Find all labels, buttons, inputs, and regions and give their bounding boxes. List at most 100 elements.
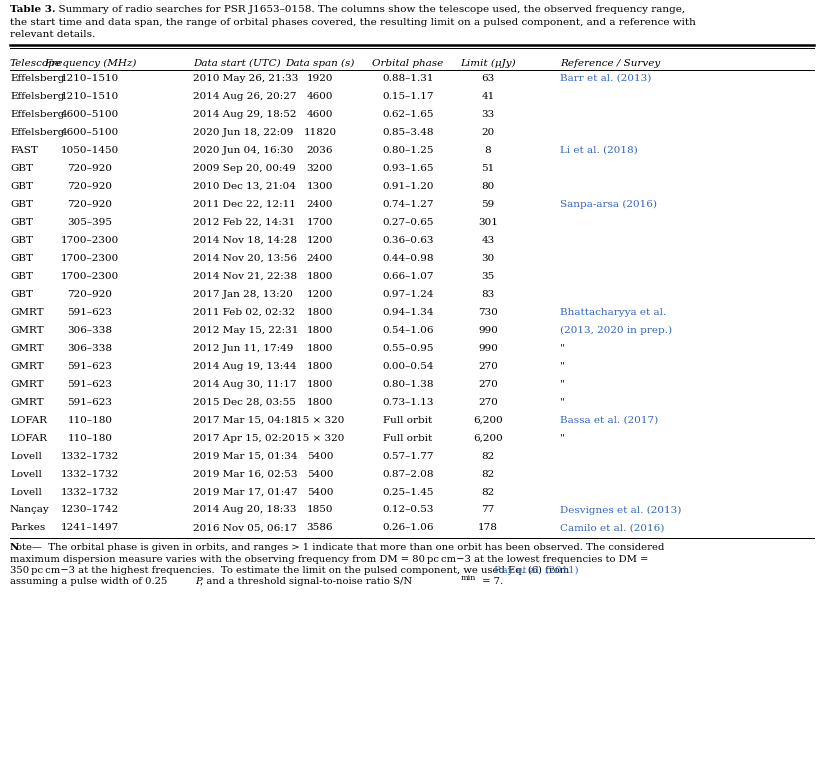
Text: 1700–2300: 1700–2300: [61, 272, 119, 281]
Text: Effelsberg: Effelsberg: [10, 128, 64, 136]
Text: 1800: 1800: [307, 325, 333, 335]
Text: 6,200: 6,200: [473, 415, 503, 425]
Text: 591–623: 591–623: [68, 380, 113, 388]
Text: 1241–1497: 1241–1497: [61, 524, 119, 532]
Text: Nançay: Nançay: [10, 506, 49, 514]
Text: Li et al. (2018): Li et al. (2018): [560, 145, 638, 155]
Text: 730: 730: [478, 307, 498, 317]
Text: 2017 Jan 28, 13:20: 2017 Jan 28, 13:20: [193, 289, 293, 299]
Text: 2010 May 26, 21:33: 2010 May 26, 21:33: [193, 73, 298, 82]
Text: 0.87–2.08: 0.87–2.08: [382, 469, 433, 478]
Text: 2014 Aug 20, 18:33: 2014 Aug 20, 18:33: [193, 506, 297, 514]
Text: 2009 Sep 20, 00:49: 2009 Sep 20, 00:49: [193, 163, 296, 173]
Text: 1800: 1800: [307, 272, 333, 281]
Text: 0.66–1.07: 0.66–1.07: [382, 272, 433, 281]
Text: GMRT: GMRT: [10, 380, 44, 388]
Text: 35: 35: [481, 272, 494, 281]
Text: Desvignes et al. (2013): Desvignes et al. (2013): [560, 506, 681, 514]
Text: 1800: 1800: [307, 344, 333, 352]
Text: 80: 80: [481, 181, 494, 191]
Text: ": ": [560, 380, 564, 388]
Text: GMRT: GMRT: [10, 398, 44, 406]
Text: 720–920: 720–920: [68, 199, 113, 209]
Text: relevant details.: relevant details.: [10, 30, 96, 39]
Text: 1800: 1800: [307, 398, 333, 406]
Text: LOFAR: LOFAR: [10, 433, 47, 443]
Text: GBT: GBT: [10, 163, 33, 173]
Text: 0.80–1.38: 0.80–1.38: [382, 380, 433, 388]
Text: Effelsberg: Effelsberg: [10, 92, 64, 100]
Text: ote—  The orbital phase is given in orbits, and ranges > 1 indicate that more th: ote— The orbital phase is given in orbit…: [16, 544, 664, 552]
Text: 0.94–1.34: 0.94–1.34: [382, 307, 433, 317]
Text: 1332–1732: 1332–1732: [61, 469, 119, 478]
Text: 1800: 1800: [307, 362, 333, 370]
Text: 82: 82: [481, 451, 494, 461]
Text: 5400: 5400: [307, 451, 333, 461]
Text: 591–623: 591–623: [68, 362, 113, 370]
Text: 2019 Mar 16, 02:53: 2019 Mar 16, 02:53: [193, 469, 297, 478]
Text: N: N: [10, 544, 19, 552]
Text: GMRT: GMRT: [10, 307, 44, 317]
Text: 178: 178: [478, 524, 498, 532]
Text: 4600: 4600: [307, 92, 333, 100]
Text: Table 3.: Table 3.: [10, 5, 56, 14]
Text: Orbital phase: Orbital phase: [372, 58, 443, 68]
Text: 82: 82: [481, 488, 494, 496]
Text: Full orbit: Full orbit: [383, 415, 433, 425]
Text: , and a threshold signal-to-noise ratio S/N: , and a threshold signal-to-noise ratio …: [200, 576, 412, 586]
Text: 0.62–1.65: 0.62–1.65: [382, 110, 433, 118]
Text: 270: 270: [478, 362, 498, 370]
Text: Effelsberg: Effelsberg: [10, 110, 64, 118]
Text: GBT: GBT: [10, 254, 33, 262]
Text: 2014 Nov 20, 13:56: 2014 Nov 20, 13:56: [193, 254, 297, 262]
Text: 0.25–1.45: 0.25–1.45: [382, 488, 433, 496]
Text: 2020 Jun 18, 22:09: 2020 Jun 18, 22:09: [193, 128, 293, 136]
Text: LOFAR: LOFAR: [10, 415, 47, 425]
Text: 2017 Apr 15, 02:20: 2017 Apr 15, 02:20: [193, 433, 295, 443]
Text: Sanpa-arsa (2016): Sanpa-arsa (2016): [560, 199, 657, 209]
Text: ": ": [560, 344, 564, 352]
Text: 2012 May 15, 22:31: 2012 May 15, 22:31: [193, 325, 298, 335]
Text: 0.91–1.20: 0.91–1.20: [382, 181, 433, 191]
Text: maximum dispersion measure varies with the observing frequency from DM = 80 pc c: maximum dispersion measure varies with t…: [10, 555, 648, 563]
Text: GBT: GBT: [10, 272, 33, 281]
Text: 4600–5100: 4600–5100: [61, 128, 119, 136]
Text: 110–180: 110–180: [68, 415, 113, 425]
Text: 0.97–1.24: 0.97–1.24: [382, 289, 433, 299]
Text: 43: 43: [481, 236, 494, 244]
Text: Camilo et al. (2016): Camilo et al. (2016): [560, 524, 664, 532]
Text: P: P: [195, 576, 202, 586]
Text: 0.27–0.65: 0.27–0.65: [382, 218, 433, 226]
Text: 591–623: 591–623: [68, 307, 113, 317]
Text: FAST: FAST: [10, 145, 38, 155]
Text: 2011 Feb 02, 02:32: 2011 Feb 02, 02:32: [193, 307, 295, 317]
Text: 33: 33: [481, 110, 494, 118]
Text: 0.93–1.65: 0.93–1.65: [382, 163, 433, 173]
Text: 4600: 4600: [307, 110, 333, 118]
Text: 990: 990: [478, 344, 498, 352]
Text: GBT: GBT: [10, 289, 33, 299]
Text: 2014 Nov 21, 22:38: 2014 Nov 21, 22:38: [193, 272, 297, 281]
Text: 11820: 11820: [303, 128, 336, 136]
Text: 15 × 320: 15 × 320: [296, 433, 344, 443]
Text: GBT: GBT: [10, 199, 33, 209]
Text: 1210–1510: 1210–1510: [61, 73, 119, 82]
Text: 51: 51: [481, 163, 494, 173]
Text: Barr et al. (2013): Barr et al. (2013): [560, 73, 652, 82]
Text: 15 × 320: 15 × 320: [296, 415, 344, 425]
Text: Bhattacharyya et al.: Bhattacharyya et al.: [560, 307, 667, 317]
Text: 5400: 5400: [307, 469, 333, 478]
Text: 720–920: 720–920: [68, 289, 113, 299]
Text: 1332–1732: 1332–1732: [61, 451, 119, 461]
Text: 30: 30: [481, 254, 494, 262]
Text: 0.80–1.25: 0.80–1.25: [382, 145, 433, 155]
Text: 0.15–1.17: 0.15–1.17: [382, 92, 433, 100]
Text: 2011 Dec 22, 12:11: 2011 Dec 22, 12:11: [193, 199, 296, 209]
Text: 5400: 5400: [307, 488, 333, 496]
Text: 0.74–1.27: 0.74–1.27: [382, 199, 433, 209]
Text: the start time and data span, the range of orbital phases covered, the resulting: the start time and data span, the range …: [10, 17, 696, 26]
Text: min: min: [461, 573, 476, 581]
Text: 720–920: 720–920: [68, 163, 113, 173]
Text: Lovell: Lovell: [10, 469, 42, 478]
Text: 0.73–1.13: 0.73–1.13: [382, 398, 433, 406]
